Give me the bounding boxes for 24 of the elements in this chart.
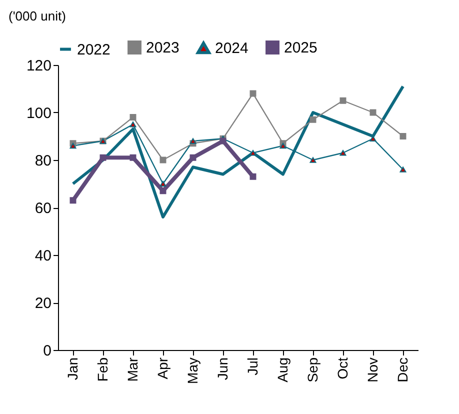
y-tick-label: 0 — [43, 342, 52, 360]
y-tick-label: 20 — [34, 295, 52, 312]
y-tick-label: 100 — [26, 105, 52, 122]
y-tick-label: 120 — [26, 58, 52, 74]
x-tick-label: Feb — [94, 357, 110, 382]
x-tick-label: Jul — [244, 358, 260, 376]
y-tick-label: 80 — [34, 152, 52, 170]
legend-label: 2023 — [146, 40, 180, 57]
x-tick-label: Aug — [274, 358, 290, 382]
legend-label: 2022 — [77, 41, 110, 58]
y-tick-label: 60 — [34, 200, 52, 217]
x-tick-label: Dec — [394, 358, 410, 382]
y-tick-label: 40 — [34, 248, 52, 264]
x-tick-label: Jan — [64, 358, 80, 380]
x-tick-label: Oct — [334, 357, 350, 380]
x-tick-label: Nov — [364, 358, 380, 382]
x-tick-label: Jun — [214, 358, 230, 380]
x-tick-label: Mar — [124, 357, 140, 382]
x-tick-label: Sep — [304, 357, 320, 382]
legend-label: 2025 — [284, 40, 318, 57]
x-tick-label: Apr — [154, 357, 170, 380]
x-tick-label: May — [184, 358, 200, 384]
legend-label: 2024 — [215, 40, 248, 57]
y-axis-title: ('000 unit) — [8, 8, 66, 24]
